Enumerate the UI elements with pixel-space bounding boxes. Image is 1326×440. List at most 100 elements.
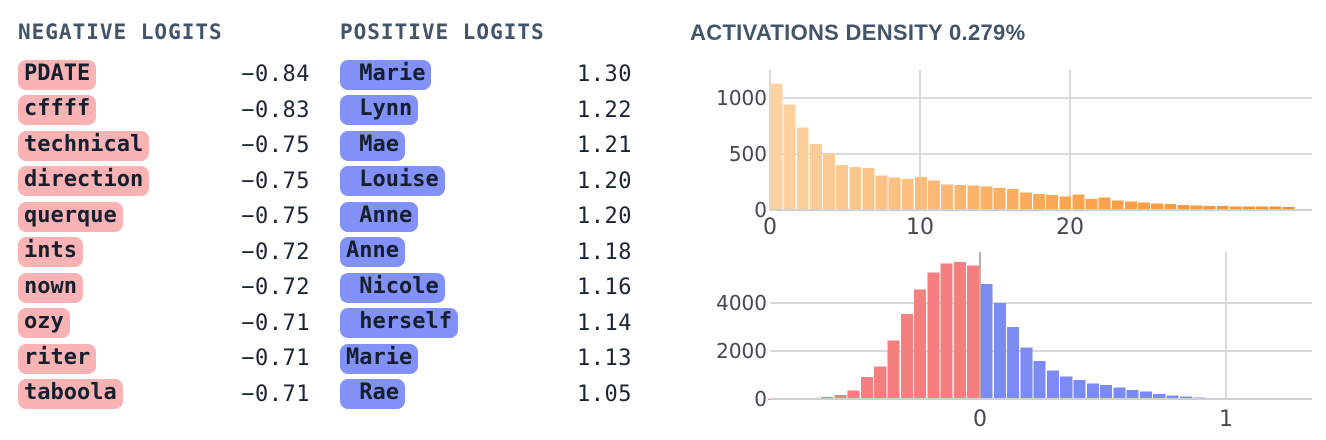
histogram-bar[interactable]	[1126, 389, 1139, 399]
histogram-bar[interactable]	[1229, 206, 1242, 210]
histogram-bar[interactable]	[1153, 393, 1166, 399]
histogram-bar[interactable]	[1177, 204, 1190, 210]
logit-row: cffff −0.83	[18, 93, 310, 129]
histogram-bar[interactable]	[862, 168, 875, 210]
logit-token-pill[interactable]: querque	[18, 201, 123, 232]
histogram-bar[interactable]	[1086, 383, 1099, 399]
histogram-bar[interactable]	[993, 188, 1006, 210]
y-tick-label: 500	[729, 142, 767, 166]
histogram-bar[interactable]	[821, 396, 834, 399]
histogram-bar[interactable]	[1113, 387, 1126, 399]
histogram-bar[interactable]	[887, 340, 900, 399]
histogram-bar[interactable]	[967, 265, 980, 399]
logit-token-pill[interactable]: Rae	[340, 379, 405, 410]
histogram-bar[interactable]	[1060, 376, 1073, 399]
histogram-bar[interactable]	[1243, 206, 1255, 210]
histogram-bar[interactable]	[1100, 384, 1113, 399]
logit-token-pill[interactable]: ozy	[18, 308, 70, 339]
logit-token-pill[interactable]: Nicole	[340, 272, 445, 303]
logit-token-pill[interactable]: Mae	[340, 130, 405, 161]
histogram-bar[interactable]	[1020, 347, 1033, 399]
logit-token-pill[interactable]: Anne	[340, 201, 419, 232]
histogram-bar[interactable]	[1111, 200, 1124, 210]
histogram-bar[interactable]	[1203, 205, 1216, 210]
histogram-bar[interactable]	[1138, 202, 1150, 210]
logit-token-pill[interactable]: PDATE	[18, 59, 97, 90]
logit-row: direction −0.75	[18, 164, 310, 200]
histogram-bar[interactable]	[1216, 206, 1229, 210]
histogram-bar[interactable]	[1179, 396, 1192, 399]
histogram-bar[interactable]	[1059, 196, 1072, 210]
histogram-bar[interactable]	[941, 184, 954, 210]
histogram-bar[interactable]	[1046, 370, 1060, 399]
logit-value: −0.72	[241, 275, 310, 301]
histogram-bar[interactable]	[836, 164, 849, 210]
histogram-bar[interactable]	[770, 83, 783, 210]
histogram-bar[interactable]	[875, 175, 888, 210]
logit-row: querque −0.75	[18, 199, 310, 235]
histogram-bar[interactable]	[953, 261, 967, 399]
histogram-bar[interactable]	[914, 289, 927, 399]
histogram-bar[interactable]	[1007, 327, 1020, 399]
histogram-bar[interactable]	[980, 186, 993, 210]
logit-value: −0.71	[241, 310, 310, 336]
histogram-bar[interactable]	[1006, 189, 1019, 210]
logit-token-pill[interactable]: Marie	[340, 59, 432, 90]
activations-bars[interactable]	[770, 83, 1295, 210]
histogram-bar[interactable]	[940, 263, 953, 399]
histogram-bar[interactable]	[1124, 201, 1137, 210]
histogram-bar[interactable]	[874, 366, 887, 399]
logit-token-pill[interactable]: Lynn	[340, 95, 419, 126]
histogram-bar[interactable]	[1164, 204, 1177, 210]
logit-token-pill[interactable]: direction	[18, 166, 150, 197]
histogram-bar[interactable]	[888, 177, 901, 210]
logit-token-pill[interactable]: cffff	[18, 95, 97, 126]
histogram-bar[interactable]	[1019, 192, 1032, 210]
histogram-bar[interactable]	[900, 314, 913, 399]
logit-token-pill[interactable]: taboola	[18, 379, 123, 410]
logit-token-pill[interactable]: Anne	[340, 237, 405, 268]
histogram-bar[interactable]	[1139, 391, 1152, 399]
histogram-bar[interactable]	[1282, 206, 1295, 210]
histogram-bar[interactable]	[1269, 206, 1282, 210]
logit-token-pill[interactable]: riter	[18, 343, 97, 374]
histogram-bar[interactable]	[928, 180, 940, 210]
histogram-bar[interactable]	[1190, 205, 1203, 210]
histogram-bar[interactable]	[834, 394, 847, 399]
histogram-bar[interactable]	[980, 283, 993, 399]
logits-density-chart[interactable]: 0 1 0 2000 4000	[690, 244, 1326, 440]
histogram-bar[interactable]	[1151, 203, 1164, 210]
histogram-bar[interactable]	[860, 377, 874, 399]
histogram-bar[interactable]	[1046, 195, 1059, 210]
logit-token-pill[interactable]: herself	[340, 308, 458, 339]
histogram-bar[interactable]	[809, 143, 822, 210]
histogram-bar[interactable]	[1072, 194, 1085, 210]
histogram-bar[interactable]	[1098, 197, 1111, 210]
logit-token-pill[interactable]: technical	[18, 130, 150, 161]
activation-density-chart[interactable]: 0 10 20 0 500 1000	[690, 60, 1326, 240]
histogram-bar[interactable]	[849, 166, 862, 210]
logit-token-pill[interactable]: nown	[18, 272, 83, 303]
positive-bars[interactable]	[980, 283, 1219, 400]
logit-token-pill[interactable]: Marie	[340, 343, 419, 374]
histogram-bar[interactable]	[783, 104, 796, 210]
histogram-bar[interactable]	[927, 272, 940, 399]
histogram-bar[interactable]	[1033, 360, 1046, 399]
histogram-bar[interactable]	[914, 177, 927, 210]
histogram-bar[interactable]	[847, 390, 860, 399]
negative-bars[interactable]	[767, 261, 980, 400]
x-tick-label: 10	[906, 215, 934, 240]
histogram-bar[interactable]	[954, 185, 967, 210]
histogram-bar[interactable]	[1256, 206, 1269, 210]
histogram-bar[interactable]	[1166, 395, 1179, 399]
histogram-bar[interactable]	[1073, 379, 1086, 399]
logit-token-pill[interactable]: Louise	[340, 166, 445, 197]
logit-token-pill[interactable]: ints	[18, 237, 83, 268]
histogram-bar[interactable]	[796, 127, 809, 210]
histogram-bar[interactable]	[1033, 194, 1045, 210]
histogram-bar[interactable]	[901, 178, 914, 210]
histogram-bar[interactable]	[967, 185, 980, 210]
histogram-bar[interactable]	[823, 153, 835, 210]
histogram-bar[interactable]	[1085, 199, 1098, 210]
histogram-bar[interactable]	[993, 303, 1006, 399]
